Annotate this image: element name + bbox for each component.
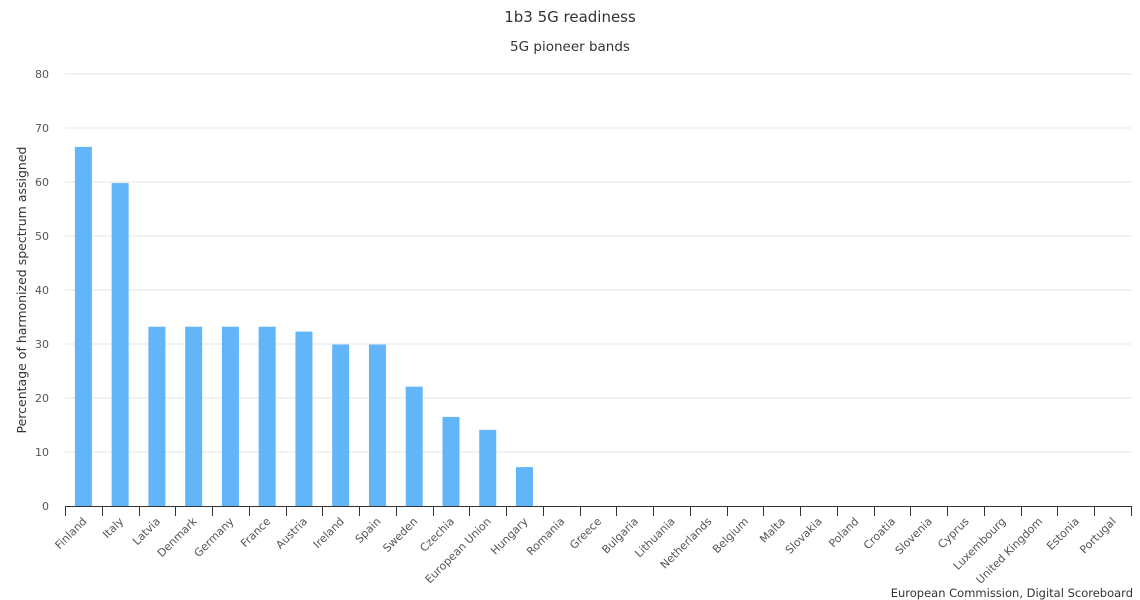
x-tick-label: France	[238, 515, 273, 550]
chart-title: 1b3 5G readiness	[504, 8, 636, 26]
y-tick-label: 20	[35, 392, 49, 405]
x-tick-label: Spain	[353, 515, 384, 546]
bar[interactable]	[332, 344, 350, 506]
chart-credit[interactable]: European Commission, Digital Scoreboard	[891, 586, 1133, 600]
x-tick-label: Hungary	[488, 515, 531, 558]
bar[interactable]	[515, 467, 533, 506]
x-tick-label: Ireland	[311, 515, 347, 551]
x-tick-label: Belgium	[710, 515, 751, 556]
x-tick-label: Poland	[826, 515, 861, 550]
x-tick-label: Italy	[100, 515, 126, 541]
bar[interactable]	[368, 344, 386, 506]
y-tick-label: 50	[35, 230, 49, 243]
y-tick-label: 0	[42, 500, 49, 513]
y-tick-label: 40	[35, 284, 49, 297]
bar[interactable]	[295, 331, 313, 506]
x-tick-label: Greece	[567, 515, 604, 552]
y-tick-label: 60	[35, 176, 49, 189]
y-axis-label: Percentage of harmonized spectrum assign…	[14, 147, 29, 434]
bar[interactable]	[479, 429, 497, 506]
x-tick-label: Finland	[53, 515, 90, 552]
bar[interactable]	[442, 416, 460, 506]
x-tick-label: Romania	[524, 515, 567, 558]
gridlines	[65, 73, 1131, 453]
bar[interactable]	[148, 326, 166, 506]
x-tick-label: Latvia	[130, 515, 163, 548]
bar[interactable]	[221, 326, 239, 506]
bar[interactable]	[111, 183, 129, 506]
x-tick-label: Sweden	[380, 515, 420, 555]
x-axis	[65, 506, 1132, 516]
x-tick-label: Slovakia	[783, 515, 825, 557]
bar[interactable]	[258, 326, 276, 506]
x-tick-label: Portugal	[1077, 515, 1118, 556]
y-tick-label: 80	[35, 68, 49, 81]
x-tick-label: Cyprus	[935, 515, 972, 552]
bars	[74, 146, 533, 506]
bar[interactable]	[185, 326, 203, 506]
x-tick-label: European Union	[423, 515, 494, 586]
chart-subtitle: 5G pioneer bands	[510, 39, 630, 55]
y-tick-label: 30	[35, 338, 49, 351]
bar[interactable]	[405, 386, 423, 506]
x-tick-label: Slovenia	[893, 515, 935, 557]
y-tick-label: 70	[35, 122, 49, 135]
y-axis-ticks: 0 10 20 30 40 50 60 70 80	[35, 68, 49, 513]
y-tick-label: 10	[35, 446, 49, 459]
x-tick-label: Croatia	[861, 515, 898, 552]
x-tick-label: Germany	[192, 515, 237, 560]
x-tick-label: Malta	[757, 515, 788, 546]
x-tick-label: Austria	[273, 515, 310, 552]
x-tick-label: United Kingdom	[974, 515, 1046, 587]
bar[interactable]	[74, 146, 92, 506]
